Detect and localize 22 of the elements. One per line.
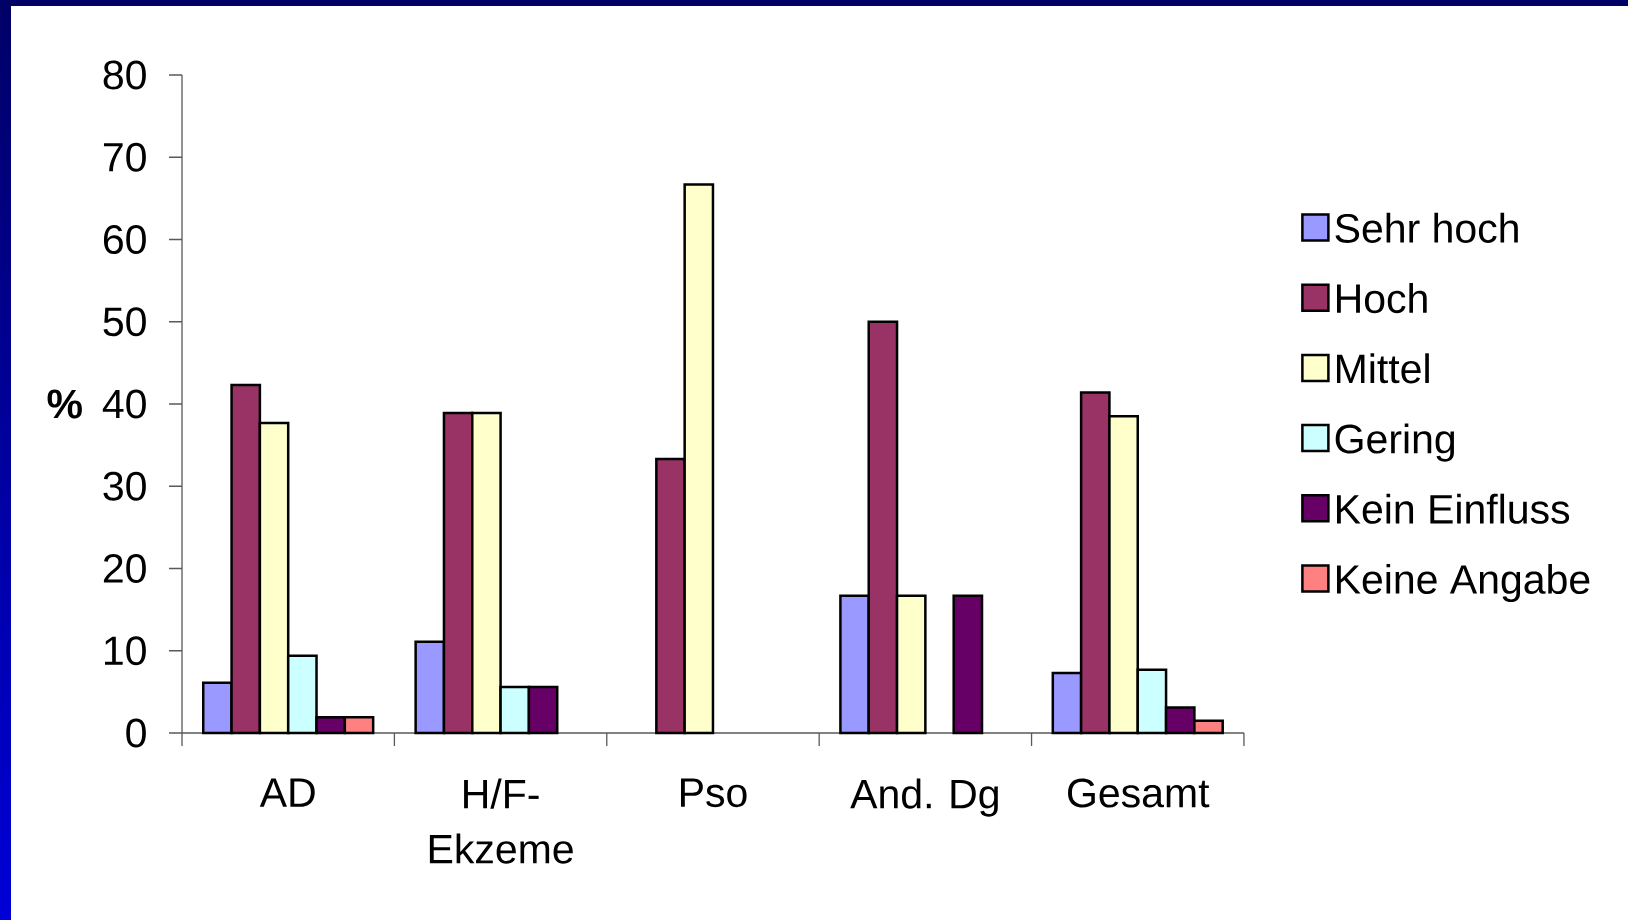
x-tick-label: AD — [259, 778, 315, 807]
legend-label: Keine Angabe — [1337, 563, 1590, 603]
y-tick-label: 30 — [103, 471, 146, 501]
legend-label: Hoch — [1337, 283, 1427, 314]
legend-label: Mittel — [1337, 353, 1429, 384]
y-tick-label: 70 — [103, 142, 146, 172]
y-tick-label: 40 — [102, 389, 146, 419]
legend-label: Kein Einfluss — [1337, 493, 1570, 524]
legend-label: Gering — [1335, 423, 1455, 462]
x-tick-label: Pso — [681, 778, 747, 808]
y-tick-label: 50 — [103, 307, 146, 337]
bar — [952, 594, 984, 735]
x-tick-label: H/F-Ekzeme — [429, 778, 573, 864]
y-tick-label: 60 — [103, 224, 146, 255]
y-tick-label: 80 — [103, 60, 146, 90]
x-tick-label: Gesamt — [1068, 778, 1210, 808]
y-tick-label: 0 — [126, 718, 146, 748]
legend-label: Sehr hoch — [1335, 212, 1518, 243]
x-tick-label: And. Dg — [850, 778, 998, 817]
y-tick-label: 20 — [103, 553, 146, 584]
y-tick-label: 10 — [104, 636, 146, 666]
y-axis-title: % — [47, 389, 82, 419]
